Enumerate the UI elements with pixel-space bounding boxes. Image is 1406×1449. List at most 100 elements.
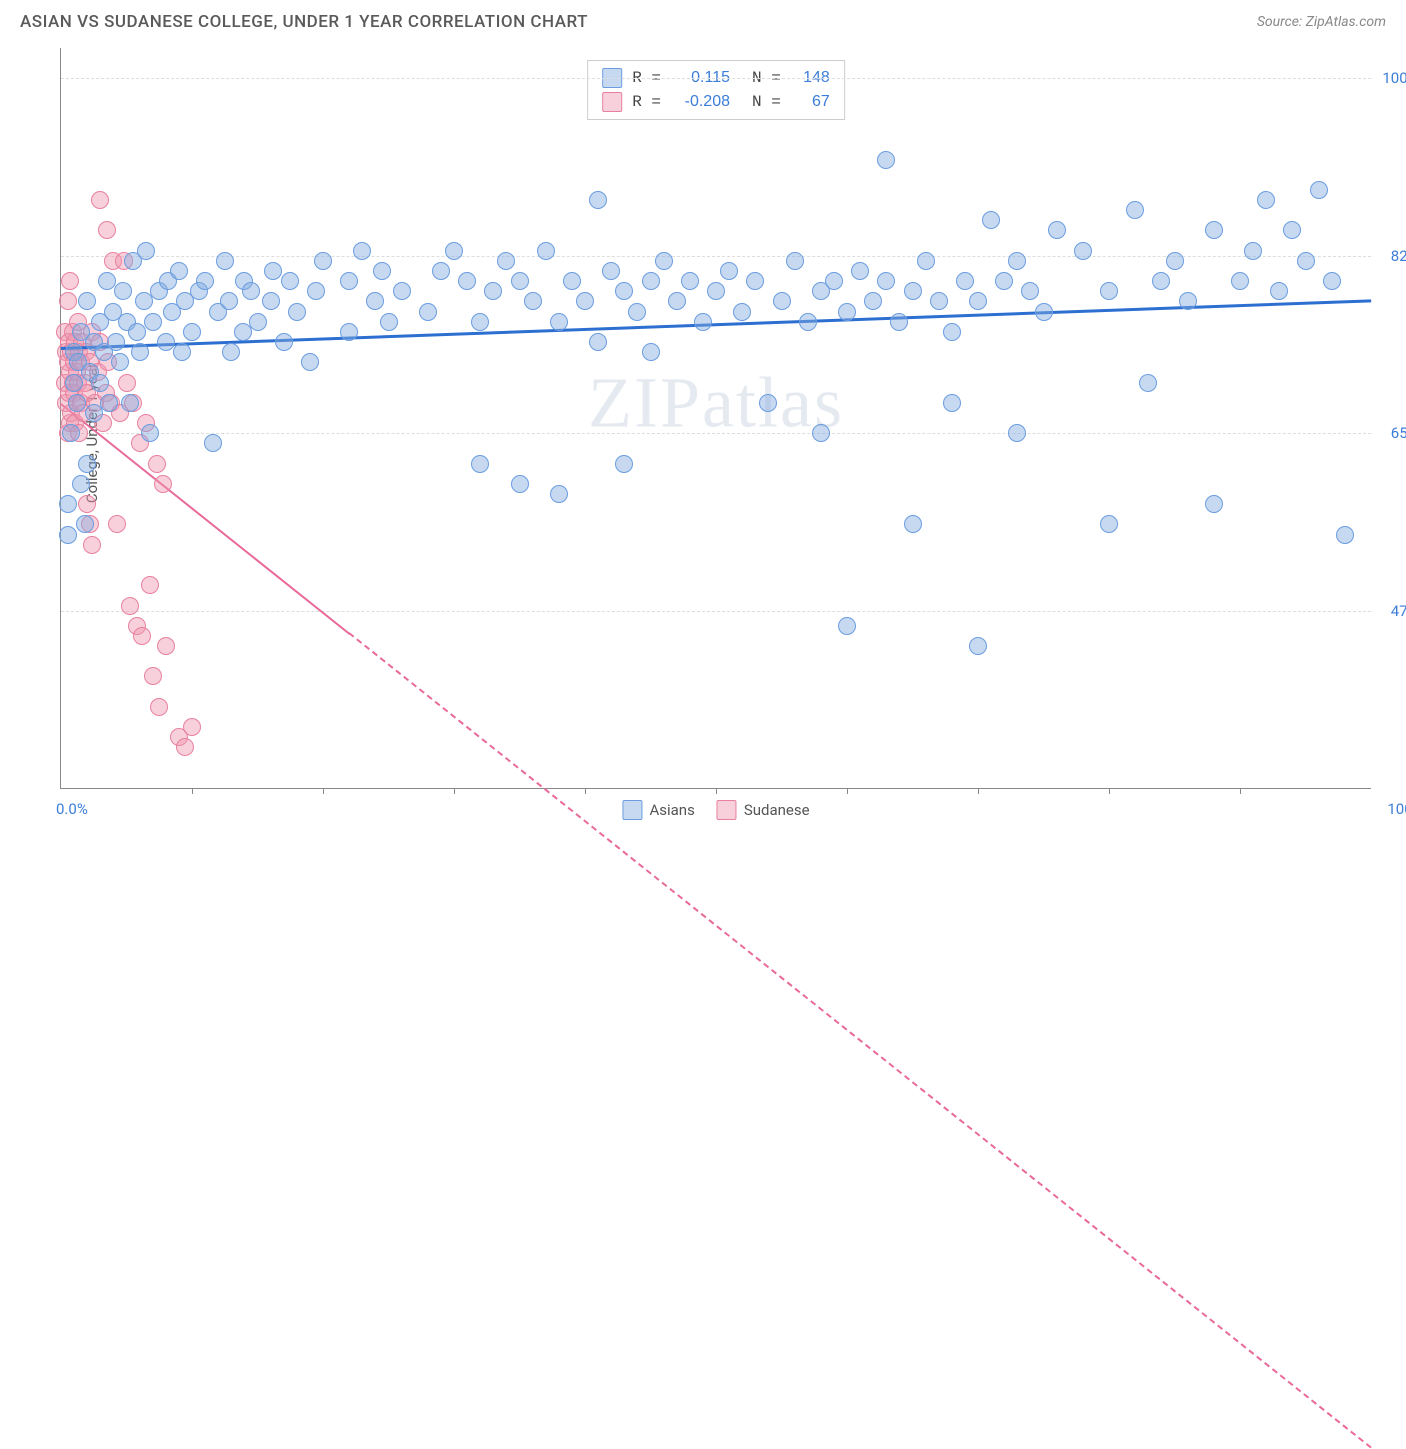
data-point <box>340 272 358 290</box>
data-point <box>838 617 856 635</box>
data-point <box>969 292 987 310</box>
data-point <box>1297 252 1315 270</box>
data-point <box>720 262 738 280</box>
data-point <box>642 272 660 290</box>
data-point <box>111 353 129 371</box>
data-point <box>141 576 159 594</box>
chart-title: ASIAN VS SUDANESE COLLEGE, UNDER 1 YEAR … <box>20 12 588 32</box>
data-point <box>1126 201 1144 219</box>
data-point <box>825 272 843 290</box>
data-point <box>877 272 895 290</box>
data-point <box>563 272 581 290</box>
data-point <box>458 272 476 290</box>
data-point <box>759 394 777 412</box>
stat-r-value: -0.208 <box>675 90 730 114</box>
data-point <box>242 282 260 300</box>
data-point <box>216 252 234 270</box>
stat-r-label: R = <box>632 90 661 114</box>
data-point <box>471 455 489 473</box>
gridline <box>61 433 1371 434</box>
data-point <box>851 262 869 280</box>
y-tick-label: 47.5% <box>1391 602 1406 620</box>
gridline <box>61 611 1371 612</box>
data-point <box>1283 221 1301 239</box>
data-point <box>121 394 139 412</box>
x-tick <box>716 788 717 794</box>
swatch-sudanese <box>602 92 622 112</box>
x-tick <box>192 788 193 794</box>
data-point <box>904 515 922 533</box>
legend-swatch-asians <box>622 800 642 820</box>
legend-label: Asians <box>649 801 694 819</box>
data-point <box>589 333 607 351</box>
gridline <box>61 78 1371 79</box>
data-point <box>72 475 90 493</box>
data-point <box>432 262 450 280</box>
data-point <box>1244 242 1262 260</box>
data-point <box>137 242 155 260</box>
data-point <box>83 536 101 554</box>
data-point <box>1074 242 1092 260</box>
data-point <box>65 374 83 392</box>
data-point <box>1008 424 1026 442</box>
data-point <box>100 394 118 412</box>
y-tick-label: 100.0% <box>1382 69 1406 87</box>
data-point <box>864 292 882 310</box>
data-point <box>135 292 153 310</box>
data-point <box>812 424 830 442</box>
data-point <box>589 191 607 209</box>
data-point <box>222 343 240 361</box>
data-point <box>340 323 358 341</box>
legend-swatch-sudanese <box>717 800 737 820</box>
data-point <box>85 404 103 422</box>
data-point <box>497 252 515 270</box>
data-point <box>537 242 555 260</box>
data-point <box>196 272 214 290</box>
data-point <box>176 738 194 756</box>
data-point <box>1166 252 1184 270</box>
x-tick <box>454 788 455 794</box>
data-point <box>170 262 188 280</box>
data-point <box>524 292 542 310</box>
data-point <box>484 282 502 300</box>
data-point <box>773 292 791 310</box>
data-point <box>1270 282 1288 300</box>
data-point <box>1100 282 1118 300</box>
data-point <box>1310 181 1328 199</box>
data-point <box>78 292 96 310</box>
data-point <box>1231 272 1249 290</box>
data-point <box>602 262 620 280</box>
data-point <box>353 242 371 260</box>
data-point <box>982 211 1000 229</box>
data-point <box>628 303 646 321</box>
data-point <box>1179 292 1197 310</box>
data-point <box>91 374 109 392</box>
data-point <box>148 455 166 473</box>
data-point <box>366 292 384 310</box>
data-point <box>393 282 411 300</box>
data-point <box>144 667 162 685</box>
data-point <box>1008 252 1026 270</box>
x-axis-start-label: 0.0% <box>56 800 88 818</box>
data-point <box>262 292 280 310</box>
data-point <box>281 272 299 290</box>
data-point <box>681 272 699 290</box>
data-point <box>108 515 126 533</box>
data-point <box>1257 191 1275 209</box>
data-point <box>1021 282 1039 300</box>
data-point <box>1100 515 1118 533</box>
data-point <box>746 272 764 290</box>
data-point <box>642 343 660 361</box>
stat-n-value: 67 <box>795 90 830 114</box>
data-point <box>78 495 96 513</box>
data-point <box>288 303 306 321</box>
data-point <box>98 221 116 239</box>
data-point <box>173 343 191 361</box>
data-point <box>121 597 139 615</box>
data-point <box>131 343 149 361</box>
header: ASIAN VS SUDANESE COLLEGE, UNDER 1 YEAR … <box>0 0 1406 38</box>
data-point <box>799 313 817 331</box>
data-point <box>1048 221 1066 239</box>
data-point <box>1336 526 1354 544</box>
data-point <box>307 282 325 300</box>
